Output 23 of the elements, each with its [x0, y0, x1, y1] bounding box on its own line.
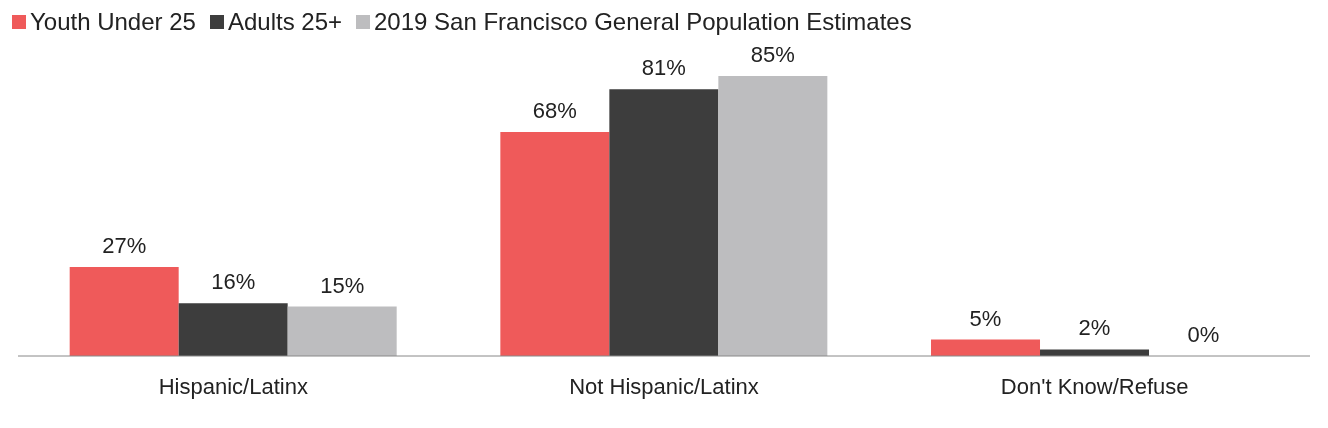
bar: [69, 267, 179, 356]
data-label: 68%: [532, 98, 577, 123]
data-label: 15%: [320, 272, 365, 298]
bar: [1040, 349, 1150, 356]
x-tick-label: Hispanic/Latinx: [158, 373, 308, 399]
legend-label: Youth Under 25: [30, 8, 196, 36]
data-label: 2%: [1078, 315, 1111, 341]
bar: [287, 306, 397, 356]
x-tick-label: Don't Know/Refuse: [1000, 373, 1189, 399]
data-label: 85%: [750, 42, 795, 67]
data-label: 16%: [211, 269, 256, 295]
bar: [500, 132, 610, 356]
bar: [718, 76, 828, 356]
data-label: 0%: [1187, 321, 1220, 347]
x-tick-label: Not Hispanic/Latinx: [569, 373, 759, 399]
bar: [609, 89, 719, 356]
legend-label: Adults 25+: [227, 8, 343, 36]
data-label: 27%: [102, 233, 147, 259]
bar: [178, 303, 288, 356]
legend-label: 2019 San Francisco General Population Estimates: [374, 8, 912, 36]
bar: [931, 339, 1041, 356]
data-label: 81%: [641, 55, 686, 81]
data-label: 5%: [969, 305, 1002, 331]
